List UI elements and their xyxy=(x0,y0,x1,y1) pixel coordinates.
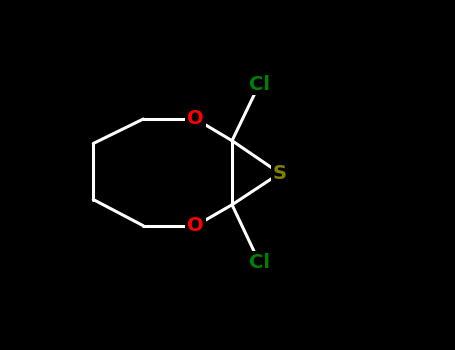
Text: O: O xyxy=(187,110,204,128)
Text: Cl: Cl xyxy=(249,75,270,93)
Text: Cl: Cl xyxy=(249,253,270,272)
Text: S: S xyxy=(273,164,287,183)
Text: O: O xyxy=(187,216,204,235)
